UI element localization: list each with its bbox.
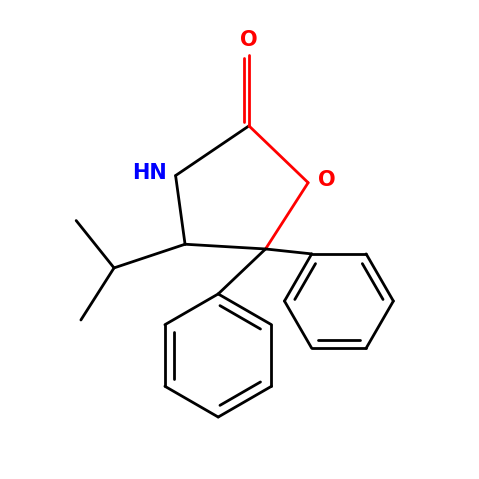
- Text: O: O: [240, 30, 258, 50]
- Text: O: O: [318, 171, 335, 190]
- Text: HN: HN: [132, 163, 167, 183]
